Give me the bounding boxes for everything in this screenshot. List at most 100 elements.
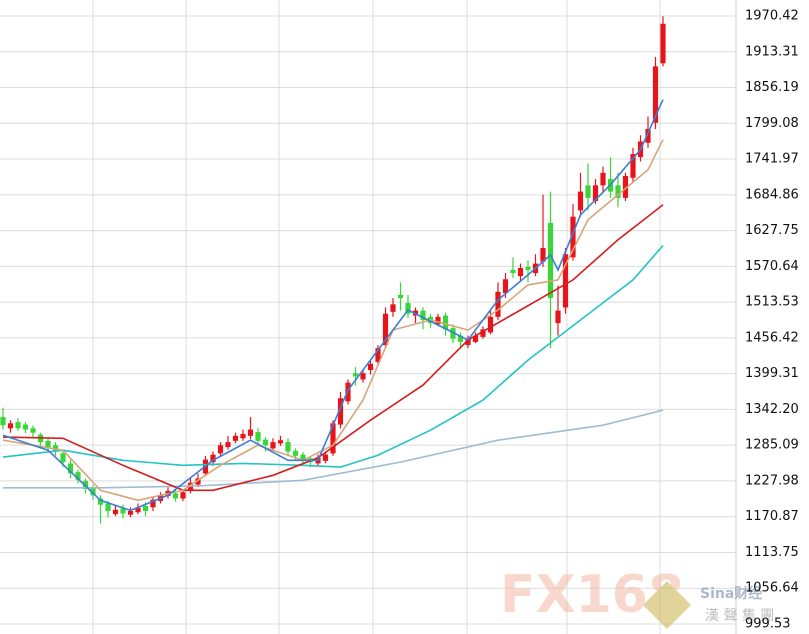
candle-body [585,185,591,198]
moving-average-line [2,139,664,502]
candle-body [592,185,599,202]
candle-body [495,291,501,317]
candle-body [540,247,546,262]
watermark-tagline: 漢 聲 集 團 [705,607,774,624]
candle-body [240,433,246,439]
candle-body [22,424,29,430]
candle-body [330,423,336,454]
candle-body [270,442,276,449]
y-tick-label: 1513.53 [745,295,799,310]
y-tick-label: 1970.42 [745,9,799,24]
y-tick-label: 1913.31 [745,44,799,59]
candle-body [577,191,584,211]
candle-body [97,498,104,505]
candle-body [262,439,269,446]
candle-body [105,503,111,511]
candle-body [375,348,381,362]
grid-layer [0,0,737,634]
candle-body [517,268,524,277]
candle-body [0,417,6,426]
candle-body [480,329,486,337]
candle-body [360,373,366,380]
y-tick-label: 1799.08 [745,116,799,131]
candle-body [322,454,329,461]
candle-body [75,472,81,480]
candle-body [255,432,261,441]
candle-body [487,316,494,333]
candle-body [600,172,606,186]
candle-body [45,440,51,448]
candle-body [562,254,569,308]
candle-body [300,454,306,460]
candle-body [337,398,344,425]
y-tick-label: 999.53 [745,616,791,631]
candle-body [120,508,126,514]
candle-body [555,310,561,324]
y-tick-label: 1741.97 [745,152,799,167]
candle-body [405,303,411,314]
y-tick-label: 1684.86 [745,187,799,202]
candle-body [67,463,74,474]
candle-body [645,128,651,143]
candle-body [210,454,216,463]
candle-body [652,66,659,123]
candle-body [15,422,21,429]
candle-body [135,507,141,513]
moving-average-line [3,409,664,489]
y-tick-label: 1285.09 [745,438,799,453]
candle-body [112,509,119,515]
moving-average-line [2,204,664,492]
y-tick-label: 1056.64 [745,581,799,596]
y-tick-label: 1856.19 [745,80,799,95]
candle-body [367,363,374,371]
y-tick-label: 1170.87 [745,509,799,524]
candle-body [525,266,531,270]
candle-body [285,442,291,452]
candle-body [435,316,441,325]
y-tick-label: 1227.98 [745,473,799,488]
candle-body [570,216,576,258]
candle-body [660,23,666,64]
y-tick-label: 1627.75 [745,223,799,238]
candle-body [390,304,396,312]
candle-body [195,478,201,485]
candle-body [465,338,471,346]
candle-body [150,499,156,508]
candle-body [397,294,404,299]
candle-body [450,328,456,339]
candle-body [622,175,629,198]
candle-body [127,510,134,515]
moving-average-line [2,99,664,512]
candle-body [7,423,14,429]
candle-body [180,492,186,499]
y-tick-label: 1399.31 [745,366,799,381]
candle-body [420,310,426,320]
candle-body [382,313,389,346]
candle-body [277,440,284,444]
candle-body [292,450,299,456]
candle-body [60,453,66,463]
moving-average-line [2,244,664,468]
candle-body [187,482,194,491]
y-tick-label: 1456.42 [745,330,799,345]
candle-body [352,373,359,377]
candle-body [247,429,254,436]
candle-body [630,154,636,178]
watermark-partner: Sina财经 [700,585,762,602]
candle-body [217,445,224,454]
candle-body [30,428,36,433]
candle-body [172,493,179,499]
candle-body [615,185,621,198]
y-tick-label: 1342.20 [745,402,799,417]
candle-body [442,315,449,330]
candle-body [510,269,516,274]
candle-body [142,505,149,511]
candle-body [90,487,96,496]
candle-body [502,279,509,294]
watermark-icon [642,580,692,630]
plot [0,16,666,524]
candle-body [547,222,554,299]
watermark: FX168 Sina财经 漢 聲 集 團 [500,565,774,630]
candle-body [225,442,231,448]
